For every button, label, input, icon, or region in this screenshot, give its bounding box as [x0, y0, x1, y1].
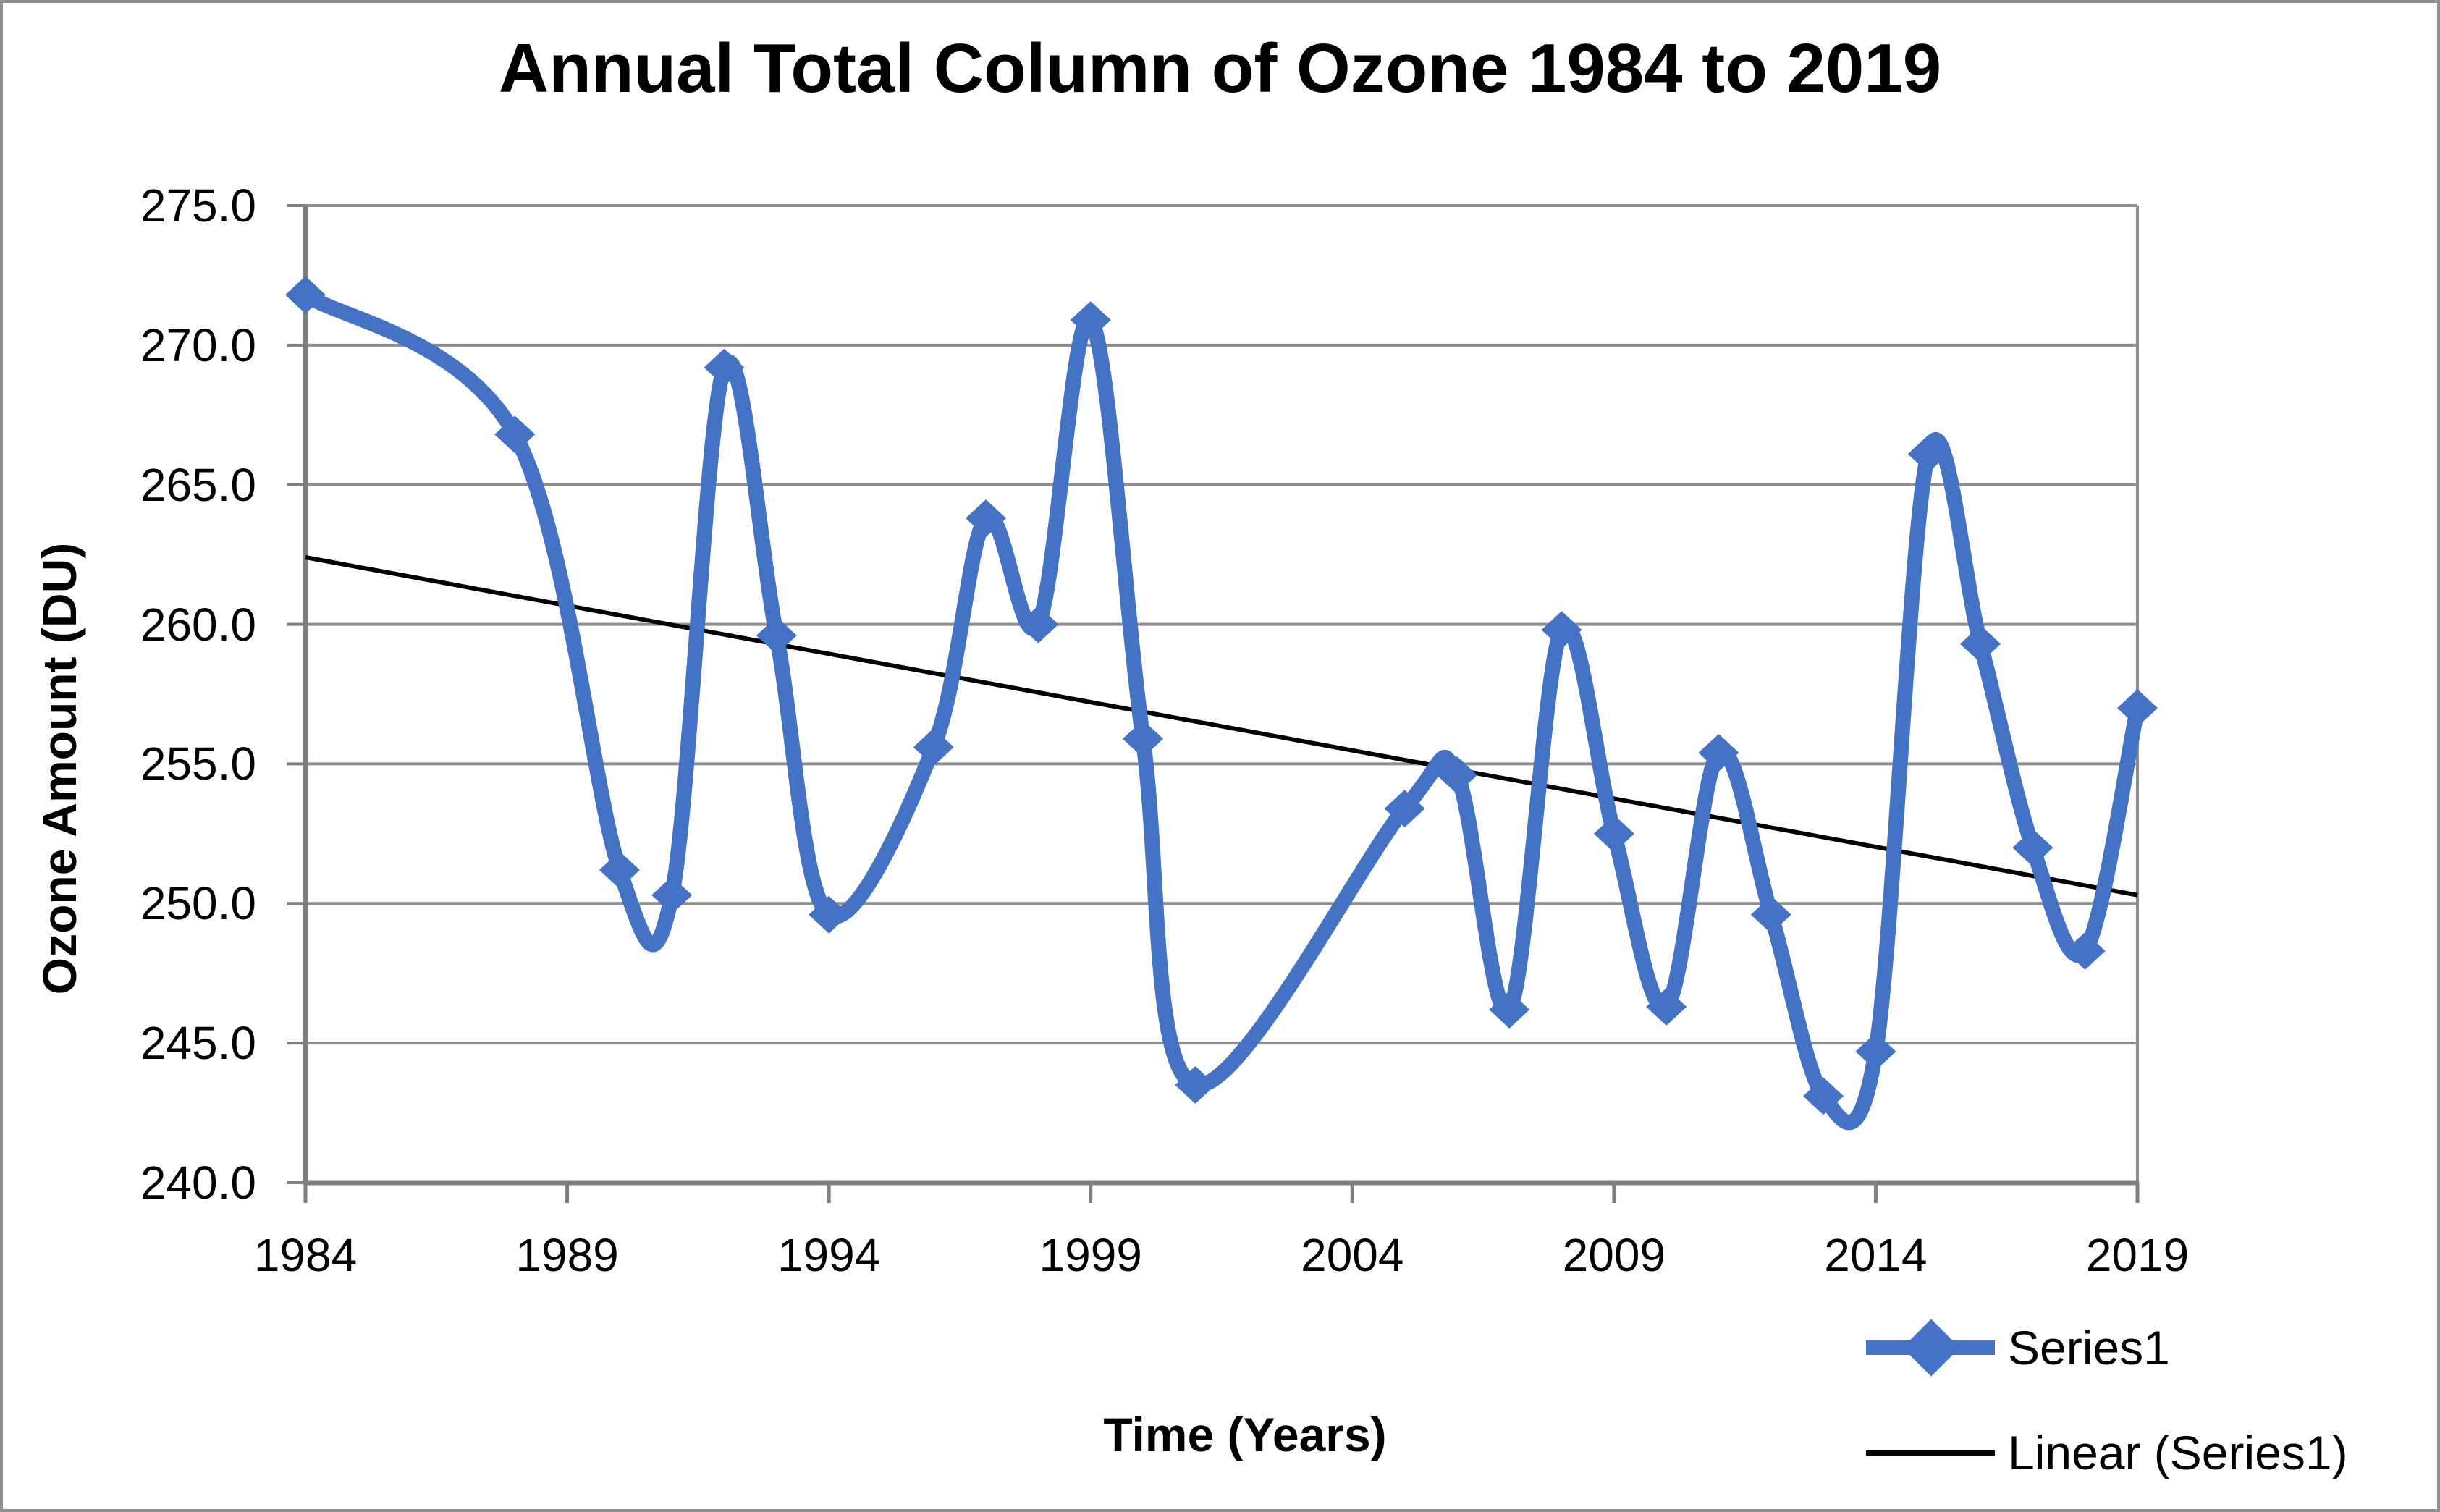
series1-marker	[599, 851, 640, 889]
series1-marker	[285, 276, 326, 314]
trendline-line-swatch	[1866, 1450, 1995, 1456]
x-tick-label: 1999	[1039, 1229, 1142, 1281]
series1-marker	[809, 895, 850, 934]
series1-marker	[1593, 814, 1634, 853]
series1-marker	[1855, 1032, 1896, 1070]
legend-label-series1: Series1	[2008, 1321, 2170, 1374]
series1-marker	[704, 348, 745, 387]
x-axis-title: Time (Years)	[1103, 1408, 1387, 1461]
series1-marker	[1123, 719, 1164, 758]
y-tick-label: 270.0	[140, 318, 256, 371]
x-tick-label: 1984	[253, 1229, 358, 1281]
series1-marker	[1541, 611, 1582, 649]
series1-marker	[1698, 734, 1739, 772]
series1-marker	[1750, 895, 1791, 934]
series1-marker	[756, 617, 797, 654]
series1-marker	[1960, 625, 2001, 663]
x-tick-label: 2019	[2085, 1229, 2190, 1281]
series1-marker	[1489, 990, 1530, 1029]
series1-marker	[1803, 1077, 1844, 1115]
y-tick-label: 265.0	[140, 458, 256, 511]
y-tick-label: 250.0	[140, 877, 256, 930]
series1-marker	[2117, 689, 2158, 727]
x-tick-label: 2014	[1824, 1229, 1928, 1281]
series1-marker	[1070, 301, 1111, 339]
series1-marker	[966, 499, 1007, 537]
y-tick-label: 240.0	[140, 1157, 256, 1209]
x-tick-label: 2004	[1301, 1229, 1404, 1281]
series1-marker	[494, 415, 536, 454]
plot-area	[285, 204, 2158, 1203]
series1-marker	[2064, 932, 2106, 970]
y-tick-label: 255.0	[140, 738, 256, 790]
series1-marker	[651, 876, 693, 914]
chart-title: Annual Total Column of Ozone 1984 to 201…	[498, 30, 1942, 107]
y-tick-label: 245.0	[140, 1017, 256, 1070]
legend-label-linear-series1: Linear (Series1)	[2008, 1426, 2348, 1479]
series1-marker	[1646, 988, 1687, 1026]
y-tick-label: 260.0	[140, 598, 256, 651]
series1-line	[297, 287, 2145, 1131]
y-tick-label: 275.0	[140, 180, 256, 232]
trendline	[305, 555, 2138, 898]
x-tick-label: 1989	[515, 1229, 619, 1281]
series1-marker	[1907, 435, 1949, 473]
series1-marker	[1384, 790, 1425, 828]
series1-marker	[1436, 756, 1477, 794]
series1-marker	[2012, 829, 2053, 867]
x-tick-label: 2009	[1562, 1229, 1666, 1281]
series1-marker	[913, 728, 954, 766]
series1-marker	[1018, 605, 1059, 643]
series1-marker	[1175, 1066, 1216, 1104]
x-tick-label: 1994	[777, 1229, 881, 1281]
